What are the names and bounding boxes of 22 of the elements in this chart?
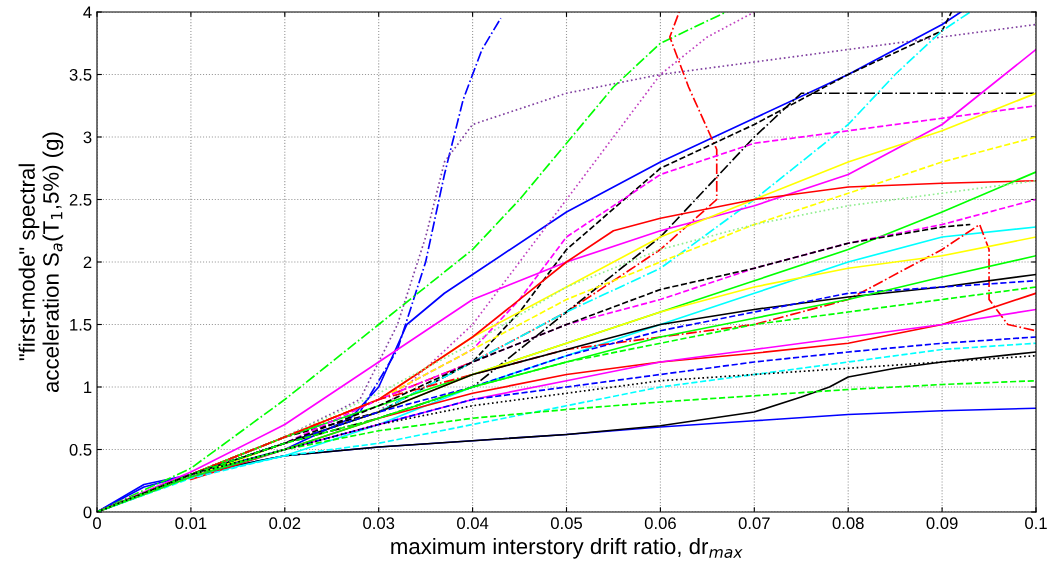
x-tick-label: 0.09 xyxy=(926,517,958,530)
y-tick-label: 1 xyxy=(84,381,92,394)
y-tick-label: 0.5 xyxy=(69,443,92,456)
y-tick-label: 3 xyxy=(83,131,92,144)
x-tick-label: 0.08 xyxy=(832,517,864,530)
x-tick-label: 0.1 xyxy=(1025,517,1047,530)
y-tick-label: 2.5 xyxy=(69,193,92,206)
x-axis-title: maximum interstory drift ratio, dr$_{max}$ xyxy=(391,537,743,559)
y-tick-label: 1.5 xyxy=(70,319,92,331)
y-tick-label: 0 xyxy=(83,506,92,519)
y-tick-label: 2 xyxy=(83,256,92,269)
x-tick-label: 0 xyxy=(93,517,101,530)
x-tick-label: 0.01 xyxy=(175,517,207,530)
x-tick-label: 0.06 xyxy=(644,517,676,530)
y-axis-title: "first-mode" spectral acceleration S$_{a}$(T$_{1}$,5%) (g) xyxy=(18,132,64,393)
x-tick-label: 0.05 xyxy=(550,517,583,530)
x-tick-label: 0.07 xyxy=(738,517,770,530)
y-tick-label: 3.5 xyxy=(69,68,92,81)
x-tick-label: 0.03 xyxy=(363,517,395,530)
y-tick-label: 4 xyxy=(83,6,92,19)
x-tick-label: 0.02 xyxy=(269,517,301,530)
x-tick-label: 0.04 xyxy=(457,517,489,530)
